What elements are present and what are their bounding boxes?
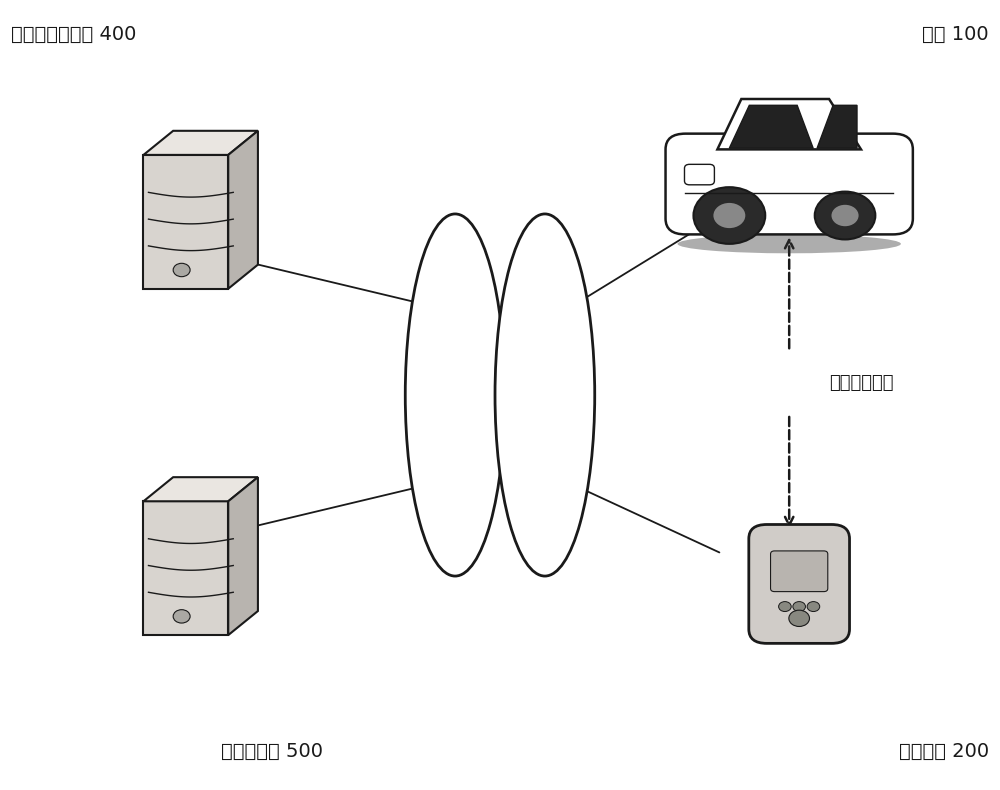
Circle shape [815, 192, 875, 239]
Circle shape [173, 610, 190, 623]
Polygon shape [143, 477, 258, 502]
Circle shape [831, 205, 859, 226]
Polygon shape [817, 105, 857, 149]
Circle shape [713, 203, 745, 228]
Text: 短程无线通信: 短程无线通信 [829, 374, 894, 392]
Circle shape [693, 187, 765, 244]
Circle shape [789, 610, 809, 626]
Circle shape [173, 263, 190, 276]
FancyBboxPatch shape [666, 134, 913, 235]
Ellipse shape [495, 214, 595, 576]
FancyBboxPatch shape [749, 525, 850, 643]
Text: 车辆管理服务器 400: 车辆管理服务器 400 [11, 25, 137, 44]
Text: 用户终端 200: 用户终端 200 [899, 742, 989, 761]
Polygon shape [143, 155, 228, 288]
Ellipse shape [678, 235, 901, 254]
Ellipse shape [405, 214, 505, 576]
Polygon shape [228, 477, 258, 635]
Polygon shape [717, 99, 861, 149]
Circle shape [807, 602, 820, 611]
Polygon shape [729, 105, 813, 149]
FancyBboxPatch shape [684, 164, 714, 185]
Polygon shape [143, 502, 228, 635]
Polygon shape [228, 131, 258, 288]
Circle shape [793, 602, 805, 611]
Text: 收费服务器 500: 收费服务器 500 [221, 742, 323, 761]
Polygon shape [143, 131, 258, 155]
Circle shape [779, 602, 791, 611]
Text: 车辆 100: 车辆 100 [922, 25, 989, 44]
FancyBboxPatch shape [771, 551, 828, 592]
